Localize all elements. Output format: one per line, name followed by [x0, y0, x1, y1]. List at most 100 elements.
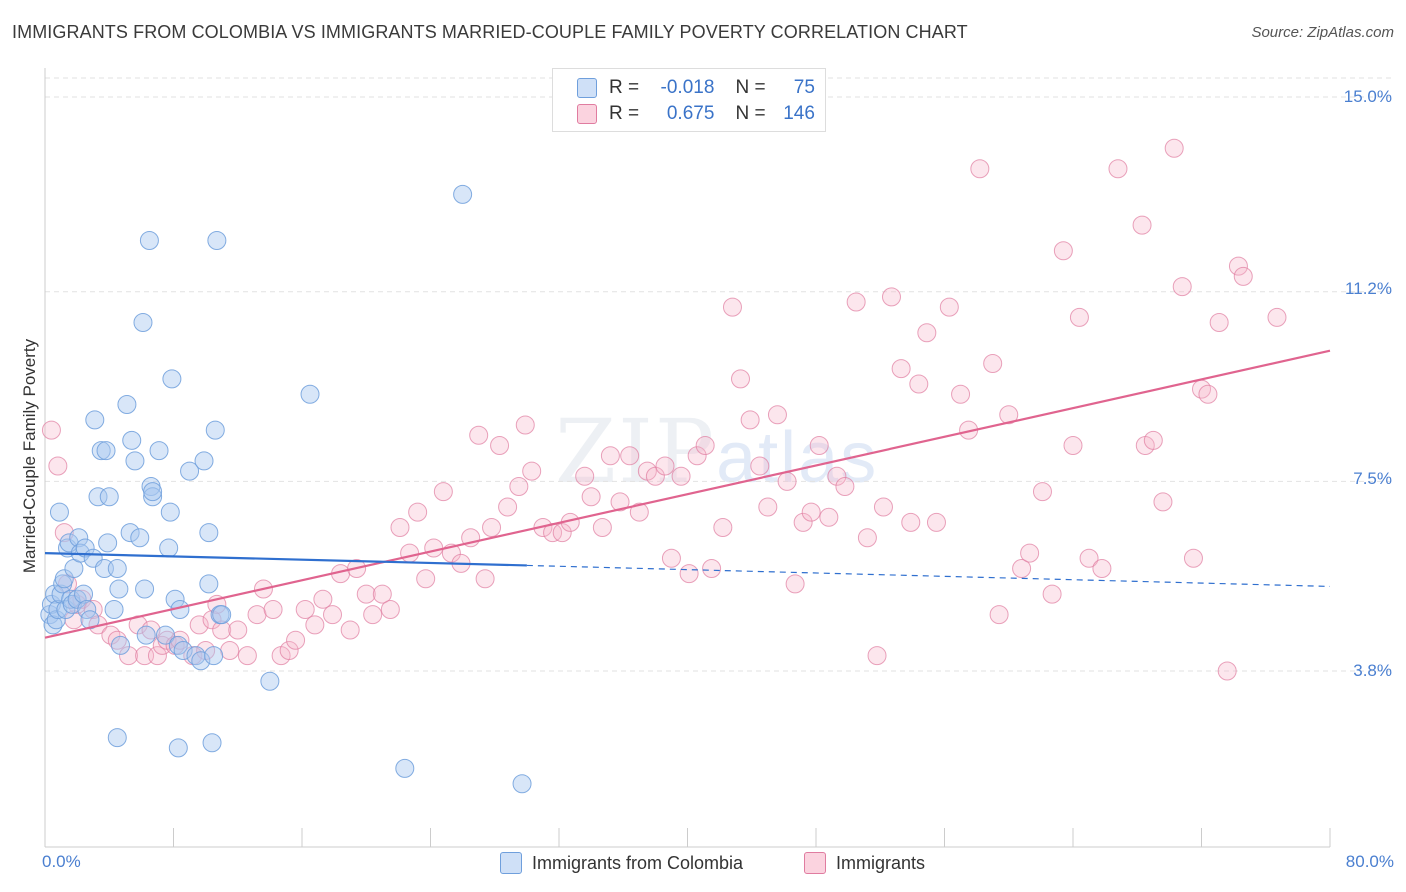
colombia-point: [160, 502, 180, 522]
immigrants-point: [702, 559, 722, 578]
legend-row-immigrants: R = 0.675 N = 146: [577, 102, 815, 126]
immigrants-point: [767, 405, 787, 425]
immigrants-point: [777, 471, 797, 491]
immigrants-point: [661, 548, 681, 568]
immigrants-point: [999, 405, 1019, 425]
immigrants-point: [41, 420, 61, 440]
legend-swatch-blue: [577, 78, 597, 98]
immigrants-point: [475, 569, 495, 589]
immigrants-point: [758, 497, 778, 517]
chart-title: IMMIGRANTS FROM COLOMBIA VS IMMIGRANTS M…: [12, 22, 968, 42]
colombia-trend-extension: [526, 564, 1331, 588]
x-tick-label: 80.0%: [1345, 852, 1394, 871]
immigrants-point: [380, 600, 400, 619]
colombia-point: [43, 615, 63, 635]
immigrants-trend-line: [44, 349, 1331, 639]
colombia-point: [122, 430, 142, 450]
colombia-point: [125, 451, 145, 471]
immigrants-point: [909, 374, 929, 394]
legend-n-label: N =: [735, 77, 766, 98]
immigrants-point: [881, 287, 901, 307]
immigrants-point: [793, 512, 813, 532]
immigrants-point: [581, 487, 601, 507]
immigrants-point: [552, 523, 572, 543]
immigrants-point: [827, 466, 847, 486]
colombia-point: [48, 600, 68, 619]
bottom-legend-immigrants: Immigrants: [804, 852, 925, 874]
bottom-legend-colombia: Immigrants from Colombia: [500, 852, 743, 874]
colombia-point: [139, 231, 159, 250]
immigrants-point: [873, 497, 893, 517]
colombia-point: [260, 671, 280, 691]
bottom-legend-swatch-blue: [500, 852, 522, 874]
immigrants-point: [323, 605, 343, 625]
colombia-point: [49, 502, 69, 522]
colombia-point: [512, 774, 532, 794]
immigrants-point: [645, 466, 665, 486]
immigrants-point: [713, 518, 733, 537]
colombia-point: [96, 441, 116, 461]
colombia-point: [69, 528, 89, 548]
immigrants-point: [620, 446, 640, 466]
colombia-point: [204, 646, 224, 666]
colombia-point: [159, 538, 179, 558]
immigrants-point: [101, 625, 121, 645]
immigrants-point: [356, 584, 376, 604]
colombia-point: [107, 728, 127, 748]
colombia-point: [155, 625, 175, 645]
immigrants-point: [671, 466, 691, 486]
colombia-point: [143, 482, 163, 502]
legend-n-label: N =: [735, 103, 766, 124]
immigrants-point: [1209, 313, 1229, 332]
colombia-point: [117, 395, 137, 414]
immigrants-point: [785, 574, 805, 594]
immigrants-point: [989, 605, 1009, 625]
immigrants-point: [819, 507, 839, 527]
colombia-point: [133, 313, 153, 332]
colombia-point: [104, 600, 124, 619]
immigrants-point: [1053, 241, 1073, 261]
colombia-point: [99, 487, 119, 507]
immigrants-point: [390, 518, 410, 537]
immigrants-point: [482, 518, 502, 537]
immigrants-point: [416, 569, 436, 589]
colombia-point: [202, 733, 222, 753]
immigrants-point: [867, 646, 887, 666]
immigrants-point: [722, 297, 742, 317]
colombia-point: [74, 584, 94, 604]
immigrants-point: [679, 564, 699, 584]
immigrants-point: [891, 359, 911, 379]
immigrants-point: [1108, 159, 1128, 179]
immigrants-point: [469, 425, 489, 445]
colombia-point: [168, 738, 188, 758]
colombia-point: [130, 528, 150, 548]
immigrants-point: [600, 446, 620, 466]
immigrants-point: [212, 620, 232, 640]
colombia-point: [162, 369, 182, 389]
immigrants-point: [424, 538, 444, 558]
immigrants-point: [951, 384, 971, 404]
colombia-point: [85, 410, 105, 430]
immigrants-point: [1267, 307, 1287, 327]
colombia-point: [98, 533, 118, 553]
colombia-point: [207, 231, 227, 250]
bottom-legend-label: Immigrants from Colombia: [532, 852, 744, 873]
immigrants-point: [1063, 436, 1083, 455]
colombia-point: [77, 600, 97, 619]
immigrants-point: [147, 646, 167, 666]
bottom-legend-swatch-pink: [804, 852, 826, 874]
immigrants-point: [1143, 430, 1163, 450]
legend: R = -0.018 N = 75 R = 0.675 N = 146: [552, 68, 826, 132]
colombia-point: [180, 461, 200, 481]
immigrants-point: [926, 512, 946, 532]
colombia-point: [395, 758, 415, 778]
immigrants-point: [340, 620, 360, 640]
immigrants-point: [372, 584, 392, 604]
colombia-point: [41, 594, 61, 614]
legend-r-value: -0.018: [660, 77, 715, 98]
y-tick-label: 3.8%: [1353, 661, 1392, 680]
y-tick-label: 15.0%: [1343, 87, 1392, 106]
immigrants-point: [295, 600, 315, 619]
watermark-zip: ZIP: [555, 400, 717, 503]
immigrants-point: [731, 369, 751, 389]
